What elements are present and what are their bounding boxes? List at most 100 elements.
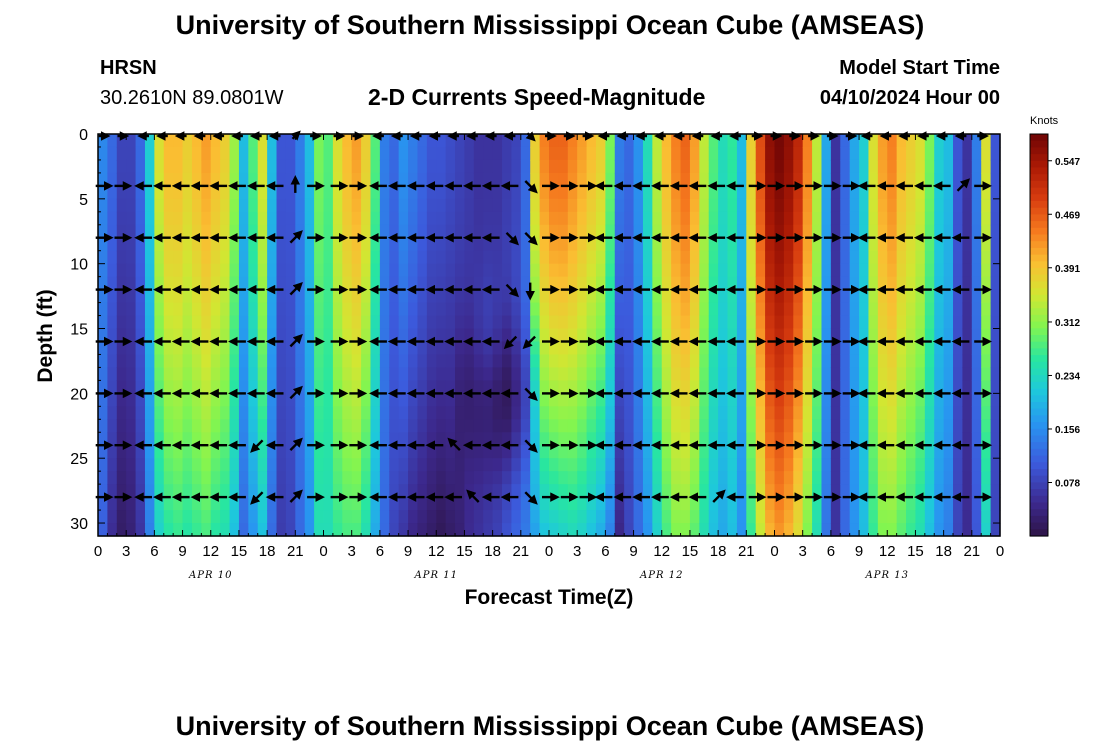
speed-cell	[774, 146, 785, 161]
speed-cell	[558, 471, 569, 485]
speed-cell	[314, 380, 325, 394]
speed-cell	[624, 198, 635, 213]
speed-cell	[699, 198, 710, 213]
speed-cell	[182, 250, 193, 265]
speed-cell	[173, 510, 184, 524]
speed-cell	[154, 354, 165, 369]
speed-cell	[238, 497, 249, 511]
speed-cell	[868, 523, 879, 537]
speed-cell	[126, 497, 137, 511]
speed-cell	[464, 341, 475, 356]
speed-cell	[238, 367, 249, 381]
speed-cell	[502, 471, 513, 485]
current-vector	[503, 335, 518, 350]
speed-cell	[830, 406, 841, 420]
speed-cell	[577, 289, 588, 304]
speed-cell	[671, 302, 682, 317]
speed-cell	[370, 484, 381, 498]
speed-cell	[163, 302, 174, 317]
speed-cell	[361, 341, 372, 356]
speed-cell	[464, 393, 475, 407]
speed-cell	[389, 393, 400, 407]
speed-cell	[116, 484, 127, 498]
speed-cell	[370, 523, 381, 537]
speed-cell	[915, 211, 926, 226]
speed-cell	[642, 419, 653, 433]
speed-cell	[765, 263, 776, 278]
speed-cell	[492, 315, 503, 330]
speed-cell	[426, 406, 437, 420]
speed-cell	[868, 380, 879, 394]
speed-cell	[887, 185, 898, 200]
colorbar-segment	[1030, 495, 1048, 504]
speed-cell	[661, 172, 672, 187]
speed-cell	[285, 367, 296, 381]
speed-cell	[990, 458, 1001, 472]
speed-cell	[906, 484, 917, 498]
speed-cell	[126, 354, 137, 369]
speed-cell	[915, 185, 926, 200]
speed-cell	[417, 380, 428, 394]
speed-cell	[182, 367, 193, 381]
speed-cell	[699, 471, 710, 485]
speed-cell	[906, 471, 917, 485]
speed-cell	[408, 328, 419, 343]
speed-cell	[530, 198, 541, 213]
speed-cell	[783, 276, 794, 291]
speed-cell	[201, 211, 212, 226]
speed-cell	[718, 445, 729, 459]
speed-cell	[962, 289, 973, 304]
speed-cell	[558, 445, 569, 459]
speed-cell	[830, 263, 841, 278]
speed-cell	[295, 510, 306, 524]
speed-cell	[736, 172, 747, 187]
speed-cell	[812, 510, 823, 524]
speed-cell	[445, 523, 456, 537]
speed-cell	[802, 445, 813, 459]
speed-cell	[953, 406, 964, 420]
speed-cell	[924, 198, 935, 213]
speed-cell	[633, 471, 644, 485]
speed-cell	[981, 341, 992, 356]
speed-cell	[727, 159, 738, 174]
speed-cell	[379, 134, 390, 148]
speed-cell	[765, 172, 776, 187]
speed-cell	[605, 315, 616, 330]
speed-cell	[943, 406, 954, 420]
speed-cell	[238, 510, 249, 524]
speed-cell	[671, 445, 682, 459]
speed-cell	[943, 328, 954, 343]
speed-cell	[539, 237, 550, 252]
speed-cell	[774, 159, 785, 174]
speed-cell	[126, 523, 137, 537]
speed-cell	[539, 134, 550, 148]
speed-cell	[445, 510, 456, 524]
current-vector	[289, 489, 303, 503]
speed-cell	[370, 432, 381, 446]
speed-cell	[624, 328, 635, 343]
speed-cell	[577, 484, 588, 498]
speed-cell	[379, 315, 390, 330]
speed-cell	[285, 159, 296, 174]
colorbar-segment	[1030, 194, 1048, 202]
speed-cell	[755, 484, 766, 498]
speed-cell	[718, 341, 729, 356]
speed-cell	[483, 380, 494, 394]
speed-cell	[793, 146, 804, 161]
x-tick-label: 21	[512, 543, 529, 560]
colorbar-segment	[1030, 274, 1048, 282]
speed-cell	[718, 134, 729, 148]
speed-cell	[248, 289, 259, 304]
speed-cell	[304, 419, 315, 433]
speed-cell	[981, 458, 992, 472]
speed-cell	[126, 211, 137, 226]
speed-cell	[746, 380, 757, 394]
speed-cell	[906, 134, 917, 148]
colorbar-segment	[1030, 375, 1048, 383]
speed-cell	[614, 289, 625, 304]
speed-cell	[699, 497, 710, 511]
speed-cell	[417, 354, 428, 369]
speed-cell	[126, 341, 137, 356]
speed-cell	[915, 432, 926, 446]
